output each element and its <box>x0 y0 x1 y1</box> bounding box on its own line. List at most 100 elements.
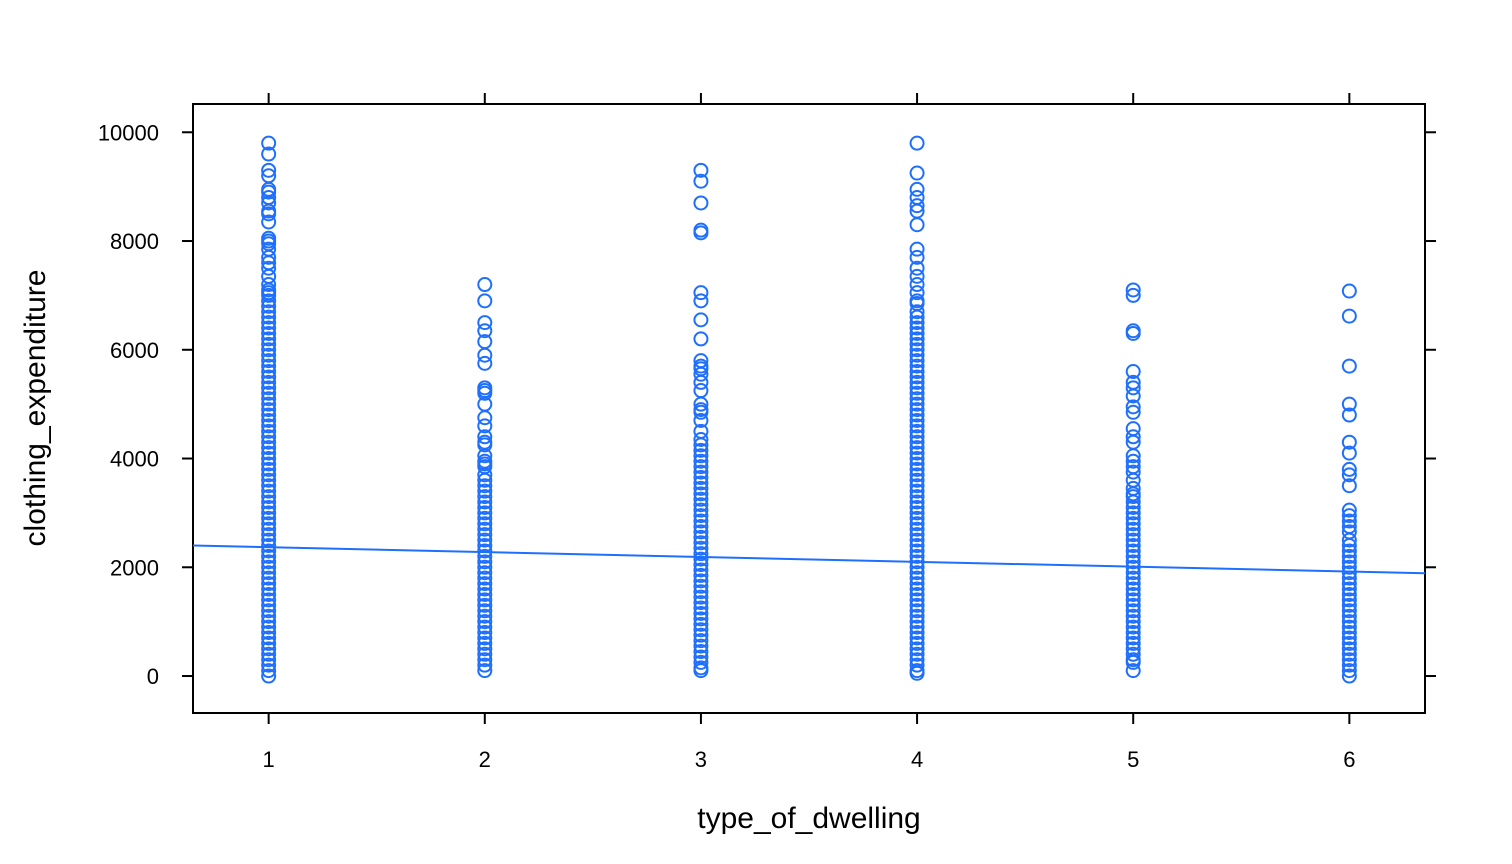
data-point <box>693 366 709 382</box>
data-point <box>909 461 925 477</box>
data-point <box>693 437 709 453</box>
data-point <box>477 293 493 309</box>
data-point <box>693 225 709 241</box>
x-tick-label: 3 <box>695 747 707 772</box>
axis-ticks <box>182 93 1436 724</box>
data-point <box>1125 399 1141 415</box>
data-point <box>261 135 277 151</box>
data-point <box>693 396 709 412</box>
data-point <box>261 505 277 521</box>
data-point <box>1125 654 1141 670</box>
data-point <box>477 597 493 613</box>
data-point <box>909 581 925 597</box>
data-point <box>909 440 925 456</box>
data-point <box>1341 358 1357 374</box>
data-point <box>261 358 277 374</box>
data-point <box>693 595 709 611</box>
data-point <box>261 440 277 456</box>
data-point <box>1341 614 1357 630</box>
data-point <box>693 622 709 638</box>
data-point <box>477 603 493 619</box>
data-point <box>477 581 493 597</box>
data-point <box>477 499 493 515</box>
data-point <box>1341 513 1357 529</box>
data-point <box>909 451 925 467</box>
data-point <box>909 499 925 515</box>
data-point <box>477 614 493 630</box>
data-point <box>693 584 709 600</box>
data-point <box>693 486 709 502</box>
data-point <box>1341 554 1357 570</box>
data-point <box>909 217 925 233</box>
y-tick-label: 10000 <box>98 120 159 145</box>
data-point <box>477 646 493 662</box>
data-point <box>693 480 709 496</box>
data-point <box>261 570 277 586</box>
data-point <box>477 554 493 570</box>
data-point <box>1341 407 1357 423</box>
data-point <box>1125 548 1141 564</box>
data-point <box>477 521 493 537</box>
data-point <box>1125 364 1141 380</box>
data-point <box>261 668 277 684</box>
data-point <box>477 608 493 624</box>
data-point <box>261 429 277 445</box>
data-point <box>261 418 277 434</box>
data-point <box>477 467 493 483</box>
data-point <box>1125 494 1141 510</box>
data-point <box>1341 283 1357 299</box>
data-point <box>909 315 925 331</box>
data-point <box>909 521 925 537</box>
data-point <box>1341 603 1357 619</box>
data-point <box>1125 663 1141 679</box>
data-point <box>261 364 277 380</box>
data-point <box>693 412 709 428</box>
data-point <box>909 325 925 341</box>
data-point <box>261 619 277 635</box>
data-point <box>909 418 925 434</box>
data-point <box>909 304 925 320</box>
data-point <box>477 483 493 499</box>
data-point <box>477 652 493 668</box>
data-point <box>477 418 493 434</box>
data-point <box>693 633 709 649</box>
data-point <box>477 635 493 651</box>
data-point <box>693 312 709 328</box>
data-point <box>261 195 277 211</box>
data-point <box>261 298 277 314</box>
data-point <box>477 494 493 510</box>
data-point <box>909 586 925 602</box>
data-point <box>261 320 277 336</box>
data-point <box>261 516 277 532</box>
data-point <box>261 641 277 657</box>
data-point <box>909 543 925 559</box>
data-point <box>909 614 925 630</box>
data-point <box>261 434 277 450</box>
data-point <box>261 603 277 619</box>
data-point <box>261 543 277 559</box>
data-point <box>693 600 709 616</box>
data-point <box>909 423 925 439</box>
data-point <box>909 635 925 651</box>
data-point <box>477 527 493 543</box>
data-point <box>261 576 277 592</box>
data-point <box>1341 625 1357 641</box>
data-point <box>261 412 277 428</box>
data-point <box>1125 453 1141 469</box>
data-point <box>261 331 277 347</box>
data-point <box>909 249 925 265</box>
data-point <box>693 173 709 189</box>
data-point <box>1341 467 1357 483</box>
data-point <box>261 483 277 499</box>
data-point <box>1125 532 1141 548</box>
data-point <box>693 578 709 594</box>
data-point <box>693 551 709 567</box>
data-point <box>693 448 709 464</box>
x-tick-label: 5 <box>1127 747 1139 772</box>
data-point <box>477 429 493 445</box>
data-point <box>1341 581 1357 597</box>
data-point <box>261 342 277 358</box>
data-point <box>693 195 709 211</box>
data-point <box>1341 663 1357 679</box>
data-point <box>693 442 709 458</box>
